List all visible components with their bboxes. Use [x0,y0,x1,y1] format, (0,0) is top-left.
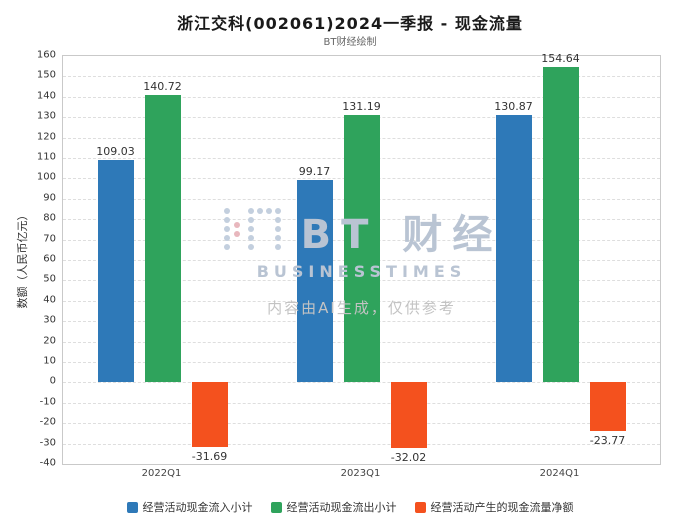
y-tick-label: 140 [36,90,56,102]
legend-swatch [270,501,282,513]
legend: 经营活动现金流入小计 经营活动现金流出小计 经营活动产生的现金流量净额 [0,499,700,515]
y-tick-label: -20 [39,416,56,428]
bar[interactable] [97,159,134,383]
y-tick-label: 90 [43,192,56,204]
legend-item[interactable]: 经营活动现金流入小计 [126,499,253,515]
legend-swatch [414,501,426,513]
bar[interactable] [191,382,228,448]
bar[interactable] [296,180,333,383]
y-tick-label: 10 [43,355,56,367]
bar[interactable] [390,382,427,448]
bar[interactable] [144,95,181,383]
y-tick-label: 120 [36,131,56,143]
y-tick-label: 150 [36,69,56,81]
bar[interactable] [589,382,626,431]
bar-value-label: 131.19 [342,99,381,113]
bt-logo-icon [221,205,285,257]
plot-area: BT 财经 BUSINESSTIMES 内容由AI生成，仅供参考 109.03 1… [62,51,661,465]
bar[interactable] [343,114,380,383]
legend-label: 经营活动产生的现金流量净额 [430,501,574,514]
chart-subtitle: BT财经绘制 [323,37,377,48]
y-tick-label: 30 [43,314,56,326]
gridline [63,76,660,78]
y-tick-label: 0 [49,375,56,387]
x-axis-ticks: 2022Q1 2023Q1 2024Q1 [62,468,659,482]
gridline [63,402,660,404]
y-tick-label: 100 [36,171,56,183]
y-tick-label: 110 [36,151,56,163]
y-tick-label: -30 [39,437,56,449]
chart-title: 浙江交科(002061)2024一季报 - 现金流量 [177,14,523,33]
legend-item[interactable]: 经营活动现金流出小计 [270,499,397,515]
bar-value-label: -31.69 [191,450,228,464]
y-axis-ticks: -40 -30 -20 -10 0 10 20 30 40 50 60 70 80 90 100 110 120… [0,50,56,469]
x-tick-label: 2024Q1 [539,468,580,479]
y-tick-label: 80 [43,212,56,224]
y-tick-label: 160 [36,49,56,61]
x-tick-label: 2023Q1 [340,468,381,479]
y-tick-label: -10 [39,396,56,408]
legend-label: 经营活动现金流入小计 [142,501,253,514]
y-tick-label: 70 [43,233,56,245]
y-tick-label: 20 [43,335,56,347]
y-tick-label: 40 [43,294,56,306]
y-tick-label: 130 [36,110,56,122]
bar-value-label: 140.72 [143,80,182,94]
bar-value-label: 99.17 [298,165,331,179]
gridline [63,382,660,384]
bar[interactable] [495,115,532,383]
bar[interactable] [542,66,579,383]
y-tick-label: 50 [43,273,56,285]
x-tick-label: 2022Q1 [141,468,182,479]
gridline [63,443,660,445]
legend-item[interactable]: 经营活动产生的现金流量净额 [414,499,574,515]
legend-label: 经营活动现金流出小计 [286,501,397,514]
y-tick-label: -40 [39,457,56,469]
gridline [63,96,660,98]
bar-value-label: 109.03 [96,144,135,158]
bar-value-label: 154.64 [541,51,580,65]
gridline [63,423,660,425]
bar-value-label: -23.77 [589,433,626,447]
legend-swatch [126,501,138,513]
y-tick-label: 60 [43,253,56,265]
bar-value-label: 130.87 [494,100,533,114]
bar-value-label: -32.02 [390,450,427,464]
